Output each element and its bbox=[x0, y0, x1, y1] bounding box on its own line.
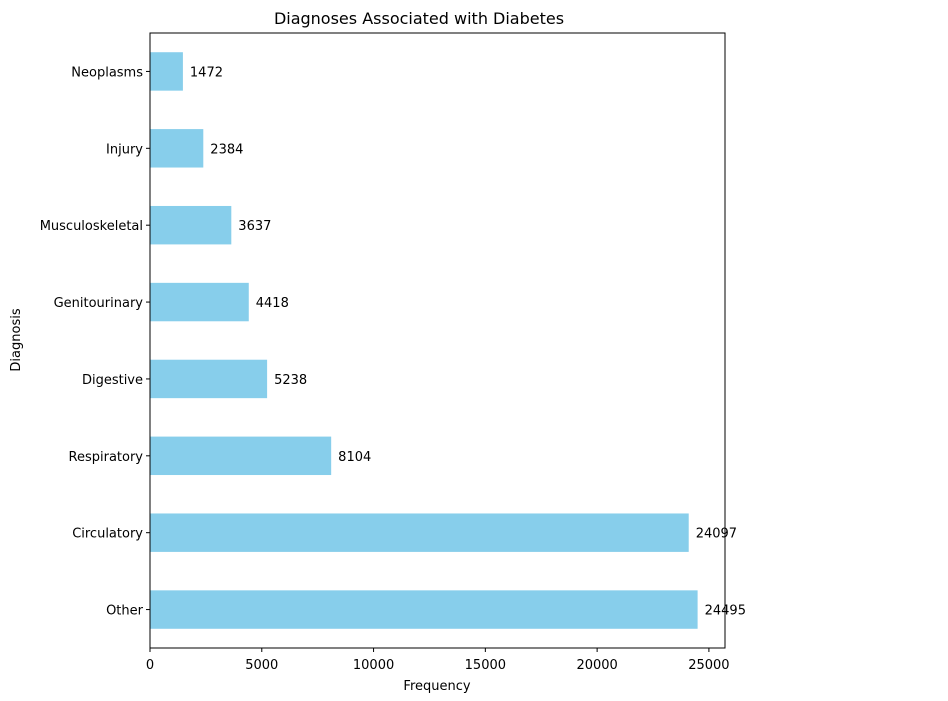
x-tick-label-0: 0 bbox=[146, 658, 154, 673]
y-tick-label-injury: Injury bbox=[106, 142, 143, 157]
bar-digestive bbox=[150, 359, 268, 399]
x-tick-label-10000: 10000 bbox=[353, 658, 394, 673]
y-axis-label: Diagnosis bbox=[9, 308, 24, 371]
y-tick-label-other: Other bbox=[106, 604, 144, 619]
y-tick-label-circulatory: Circulatory bbox=[72, 527, 143, 542]
x-tick-label-20000: 20000 bbox=[576, 658, 617, 673]
y-tick-label-digestive: Digestive bbox=[82, 373, 143, 388]
chart-title: Diagnoses Associated with Diabetes bbox=[274, 9, 564, 28]
y-tick-label-genitourinary: Genitourinary bbox=[54, 296, 144, 311]
data-label-respiratory: 8104 bbox=[338, 450, 371, 465]
bar-injury bbox=[150, 129, 204, 168]
data-label-musculoskeletal: 3637 bbox=[238, 219, 271, 234]
x-axis-ticks: 0 5000 10000 15000 20000 25000 bbox=[146, 648, 730, 673]
bars-group bbox=[150, 52, 698, 629]
y-tick-label-respiratory: Respiratory bbox=[69, 450, 144, 465]
bar-neoplasms bbox=[150, 52, 183, 91]
bar-respiratory bbox=[150, 436, 332, 476]
y-axis-ticks: Other Circulatory Respiratory Digestive Geni… bbox=[40, 65, 150, 619]
x-axis-label: Frequency bbox=[403, 679, 470, 694]
y-tick-label-musculoskeletal: Musculoskeletal bbox=[40, 219, 143, 234]
plot-frame bbox=[149, 32, 726, 649]
data-label-digestive: 5238 bbox=[274, 373, 307, 388]
x-tick-label-15000: 15000 bbox=[465, 658, 506, 673]
data-label-circulatory: 24097 bbox=[696, 527, 737, 542]
bar-musculoskeletal bbox=[150, 205, 232, 245]
y-tick-label-neoplasms: Neoplasms bbox=[71, 65, 143, 80]
x-tick-label-5000: 5000 bbox=[245, 658, 278, 673]
bar-circulatory bbox=[150, 513, 689, 552]
data-label-genitourinary: 4418 bbox=[256, 296, 289, 311]
data-label-neoplasms: 1472 bbox=[190, 65, 223, 80]
bar-genitourinary bbox=[150, 282, 249, 322]
data-label-injury: 2384 bbox=[210, 142, 243, 157]
bar-other bbox=[150, 590, 698, 629]
x-tick-label-25000: 25000 bbox=[688, 658, 729, 673]
